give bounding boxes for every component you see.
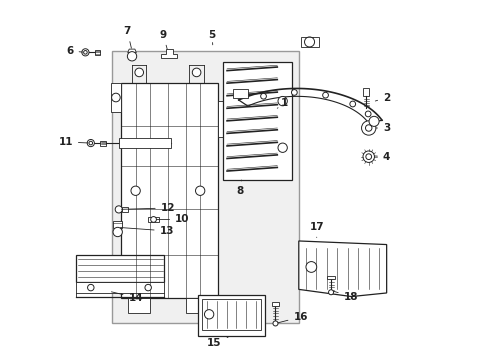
Text: 7: 7 <box>123 26 131 48</box>
Bar <box>364 88 369 96</box>
Circle shape <box>261 93 267 99</box>
Circle shape <box>278 143 287 152</box>
Text: 16: 16 <box>278 312 308 323</box>
Text: 2: 2 <box>375 93 390 103</box>
Bar <box>272 302 279 306</box>
Bar <box>300 37 318 47</box>
Circle shape <box>278 96 287 106</box>
Text: 14: 14 <box>111 292 143 303</box>
Circle shape <box>196 186 205 195</box>
Circle shape <box>204 310 214 319</box>
Text: 8: 8 <box>236 180 243 197</box>
Circle shape <box>292 90 297 95</box>
Circle shape <box>145 284 151 291</box>
Bar <box>233 89 247 98</box>
Bar <box>100 140 106 145</box>
Circle shape <box>304 37 315 47</box>
Polygon shape <box>161 49 177 58</box>
Bar <box>113 221 122 228</box>
Bar <box>95 50 100 55</box>
Circle shape <box>273 321 278 326</box>
Polygon shape <box>76 282 164 293</box>
Circle shape <box>350 101 356 107</box>
Bar <box>202 299 261 329</box>
Circle shape <box>84 50 87 54</box>
Bar <box>122 83 218 298</box>
Text: 15: 15 <box>207 337 228 348</box>
Text: 4: 4 <box>375 152 391 162</box>
Text: 6: 6 <box>66 46 83 56</box>
Circle shape <box>88 284 94 291</box>
Text: 9: 9 <box>160 30 167 49</box>
Circle shape <box>366 125 372 131</box>
Circle shape <box>89 141 93 145</box>
Polygon shape <box>186 298 207 313</box>
Circle shape <box>112 93 120 102</box>
Polygon shape <box>128 298 150 313</box>
Circle shape <box>131 186 140 195</box>
Text: 1: 1 <box>277 98 288 108</box>
Polygon shape <box>218 101 229 137</box>
Circle shape <box>369 116 379 126</box>
Circle shape <box>115 206 122 213</box>
Bar <box>112 51 299 323</box>
Polygon shape <box>299 241 387 297</box>
Circle shape <box>362 121 376 135</box>
Text: 18: 18 <box>334 291 358 302</box>
Bar <box>148 217 159 222</box>
Bar <box>120 138 172 148</box>
Bar <box>76 255 164 282</box>
Circle shape <box>192 68 201 77</box>
Circle shape <box>135 68 144 77</box>
Circle shape <box>82 49 89 56</box>
Text: 11: 11 <box>58 137 88 147</box>
Bar <box>223 62 292 180</box>
Text: 17: 17 <box>309 222 324 238</box>
Circle shape <box>329 290 334 295</box>
Polygon shape <box>128 49 136 53</box>
Circle shape <box>113 227 122 237</box>
Text: 10: 10 <box>156 215 190 224</box>
Bar <box>327 276 335 279</box>
Bar <box>198 295 265 336</box>
Circle shape <box>363 151 374 162</box>
Circle shape <box>323 92 328 98</box>
Circle shape <box>127 51 137 61</box>
Circle shape <box>87 139 95 147</box>
Text: 13: 13 <box>121 226 174 236</box>
Polygon shape <box>111 83 122 112</box>
Circle shape <box>365 111 371 117</box>
Circle shape <box>306 262 317 273</box>
Circle shape <box>366 154 371 159</box>
Bar <box>122 207 128 212</box>
Circle shape <box>151 217 156 222</box>
Text: 3: 3 <box>376 123 390 133</box>
Text: 12: 12 <box>122 203 175 213</box>
Text: 5: 5 <box>208 30 216 45</box>
